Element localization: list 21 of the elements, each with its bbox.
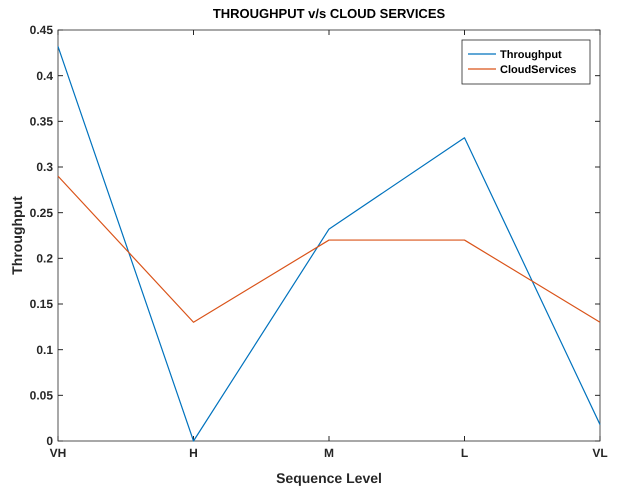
y-tick-label: 0.3 xyxy=(36,160,54,174)
x-tick-label: L xyxy=(460,446,468,460)
y-tick-label: 0.4 xyxy=(36,68,54,83)
y-tick-label: 0.25 xyxy=(30,206,54,220)
x-tick-label: M xyxy=(324,446,334,460)
y-tick-label: 0.2 xyxy=(36,252,54,266)
y-axis-title: Throughput xyxy=(9,196,25,275)
legend-label: CloudServices xyxy=(500,64,576,76)
x-axis-title: Sequence Level xyxy=(276,470,382,486)
y-tick-label: 0.15 xyxy=(30,297,54,312)
y-tick-label: 0.1 xyxy=(36,342,54,357)
chart-title: THROUGHPUT v/s CLOUD SERVICES xyxy=(212,6,446,21)
x-tick-label: VH xyxy=(50,446,66,460)
x-tick-label: H xyxy=(189,446,198,460)
y-tick-label: 0.45 xyxy=(30,23,54,38)
y-tick-label: 0 xyxy=(46,434,54,448)
x-tick-label: VL xyxy=(592,446,608,460)
y-tick-label: 0.35 xyxy=(30,114,54,129)
line-series xyxy=(57,46,601,442)
legend-label: Throughput xyxy=(500,48,562,61)
y-tick-label: 0.05 xyxy=(30,388,54,403)
